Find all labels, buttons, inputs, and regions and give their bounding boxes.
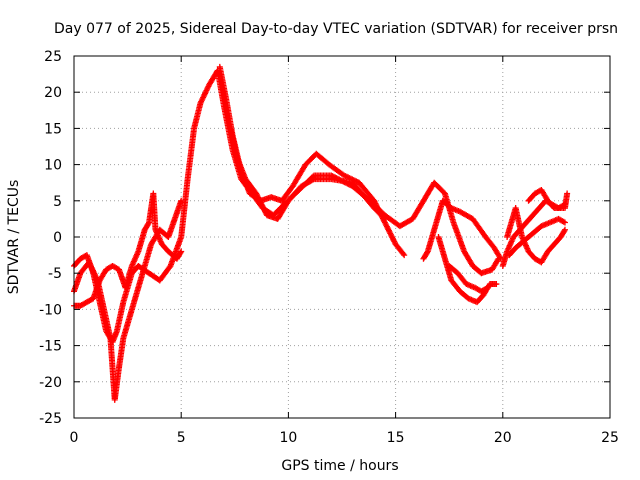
y-tick-label: 10 [44, 158, 62, 174]
data-point [400, 250, 407, 257]
x-tick-labels: 0 5 10 15 20 25 [70, 430, 619, 446]
y-tick-label: 5 [53, 194, 62, 210]
y-tick-label: 25 [44, 49, 62, 65]
y-tick-labels: -25 -20 -15 -10 -5 0 5 10 15 20 25 [39, 49, 62, 427]
y-tick-label: -25 [39, 411, 62, 427]
y-axis-label: SDTVAR / TECUs [6, 180, 22, 295]
data-point [560, 218, 567, 225]
data-point [561, 227, 568, 234]
y-tick-label: 20 [44, 85, 62, 101]
series-trace-e [227, 125, 388, 222]
data-point [561, 226, 568, 233]
y-tick-label: 15 [44, 121, 62, 137]
series-trace-c [71, 190, 185, 309]
data-point [401, 252, 408, 259]
data-point [145, 220, 152, 227]
series-trace-l [525, 186, 571, 212]
x-tick-label: 0 [70, 430, 79, 446]
series-trace-b [71, 197, 185, 403]
series-trace-a [71, 67, 502, 345]
grid-layer [74, 56, 610, 418]
data-point [561, 219, 568, 226]
x-axis-label: GPS time / hours [281, 458, 398, 474]
data-point [178, 248, 185, 255]
x-tick-label: 20 [494, 430, 512, 446]
data-point [381, 215, 388, 222]
y-tick-label: -20 [39, 375, 62, 391]
series-trace-f [420, 197, 504, 262]
chart-title: Day 077 of 2025, Sidereal Day-to-day VTE… [54, 21, 618, 37]
data-point [380, 214, 387, 221]
data-point [493, 281, 500, 288]
y-tick-label: -15 [39, 339, 62, 355]
data-point [178, 197, 185, 204]
y-tick-label: -10 [39, 302, 62, 318]
y-tick-label: 0 [53, 230, 62, 246]
series-trace-h [446, 262, 491, 295]
series-trace-k [504, 205, 568, 266]
series-layer [71, 63, 571, 403]
data-point [177, 249, 184, 256]
data-point [484, 284, 491, 291]
data-point [309, 176, 316, 183]
ticks-layer [73, 55, 611, 419]
y-tick-label: -5 [48, 266, 62, 282]
x-tick-label: 25 [601, 430, 619, 446]
x-tick-label: 15 [387, 430, 405, 446]
data-point [483, 285, 490, 292]
x-tick-label: 10 [279, 430, 297, 446]
x-tick-label: 5 [177, 430, 186, 446]
data-point [424, 249, 431, 256]
data-point [564, 190, 571, 197]
